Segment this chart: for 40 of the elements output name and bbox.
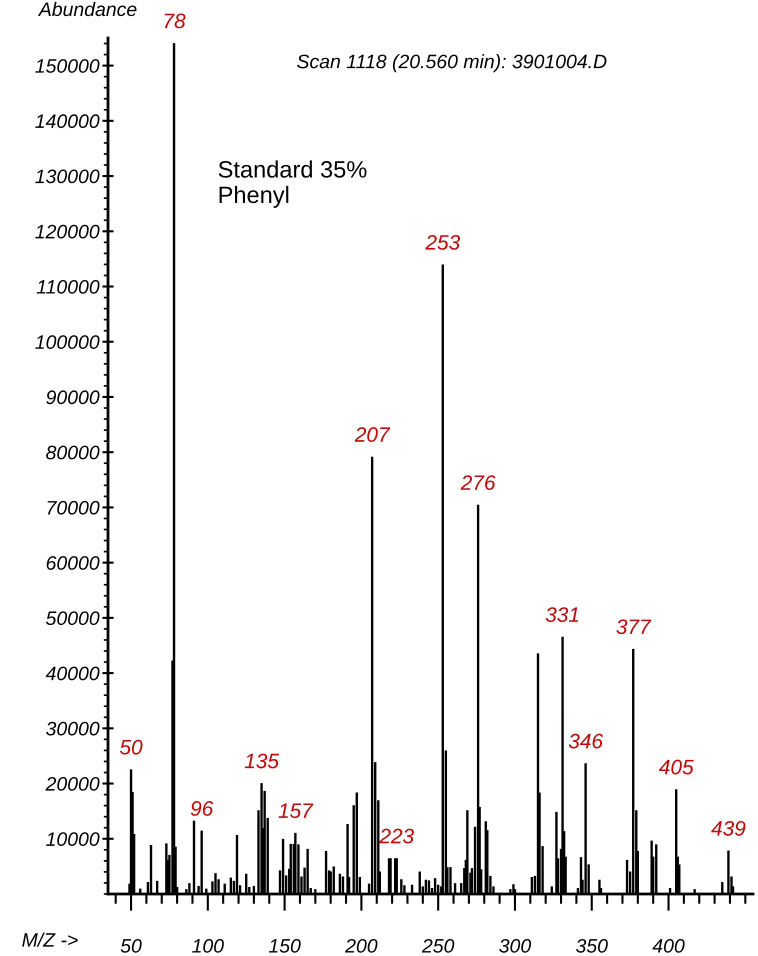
y-axis-title: Abundance: [38, 2, 136, 16]
y-tick-label: 40000: [46, 666, 100, 680]
x-tick-label: 400: [652, 938, 685, 953]
x-tick-label: 50: [120, 938, 142, 953]
annotation: Standard 35% Phenyl: [218, 160, 366, 208]
annotation: 135: [244, 754, 280, 768]
x-tick-label: 350: [576, 938, 608, 953]
annotation: 157: [278, 803, 314, 818]
y-tick-label: 80000: [46, 446, 100, 460]
x-tick-label: 150: [268, 938, 301, 953]
y-tick-label: 10000: [46, 832, 100, 846]
x-tick-label: 200: [345, 938, 378, 953]
annotation: 346: [568, 734, 603, 748]
y-tick-label: 140000: [35, 114, 100, 128]
y-tick-label: 70000: [48, 500, 100, 515]
y-tick-label: 150000: [35, 59, 100, 73]
annotation: 96: [190, 801, 214, 816]
y-tick-label: 100000: [35, 335, 100, 349]
y-tick-label: 20000: [45, 777, 100, 791]
annotation: 331: [546, 607, 578, 622]
annotation: 439: [711, 820, 746, 836]
annotation: 377: [616, 619, 652, 634]
annotation: 207: [354, 427, 390, 442]
annotation: 253: [425, 234, 460, 250]
y-tick-label: 110000: [36, 280, 100, 294]
y-tick-label: 130000: [35, 170, 100, 184]
x-tick-label: 300: [499, 938, 532, 953]
text: Scan 1118 (20.560 min): 3901004.D: [297, 54, 606, 72]
annotation: 276: [460, 475, 496, 490]
y-tick-label: 60000: [46, 556, 100, 570]
annotation: 78: [164, 14, 186, 28]
y-tick-label: 90000: [46, 390, 100, 404]
y-tick-label: 30000: [46, 722, 100, 736]
y-tick-label: 50000: [46, 611, 100, 626]
annotation: 50: [120, 740, 142, 755]
x-tick-label: 100: [192, 938, 224, 953]
x-tick-label: 250: [422, 938, 454, 953]
x-axis-title: M/Z ->: [22, 932, 78, 947]
y-tick-label: 120000: [35, 224, 100, 239]
annotation: 405: [658, 760, 694, 774]
